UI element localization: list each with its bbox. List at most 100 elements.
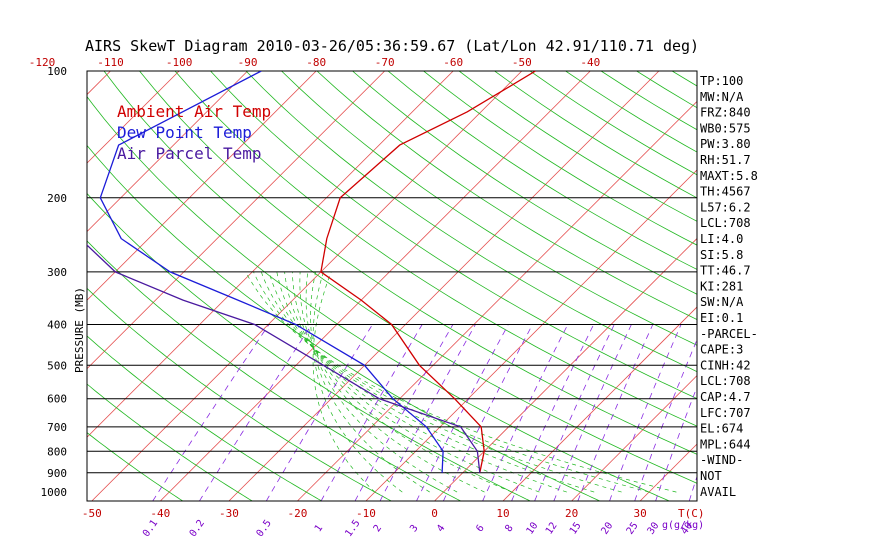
index-item: AVAIL [700,485,736,499]
isotherm-line [87,71,317,301]
isotherm-line [91,71,523,501]
mixing-ratio-line [379,324,476,501]
top-temp-label: -110 [97,56,124,69]
pressure-tick-label: 400 [47,319,67,332]
isotherm-line [571,375,697,501]
top-temp-label: -80 [306,56,326,69]
mixing-ratio-label: 15 [568,520,584,536]
index-item: RH:51.7 [700,153,751,167]
index-item: EL:674 [700,422,743,436]
index-item: NOT [700,469,722,483]
isotherm-grid [87,71,870,501]
mixing-ratio-label: 4 [435,523,447,534]
mixing-ratio-grid [152,324,697,501]
pressure-tick-labels: 100 200 300 400 500 600 700 800 900 1000 [41,65,68,499]
mixing-ratio-line [634,338,697,501]
bottom-temp-label: 20 [565,507,578,520]
mixing-ratio-line [265,324,373,501]
top-temp-label: -120 [29,56,56,69]
mixing-ratio-label: 12 [544,520,560,536]
isotherm-line [87,71,385,370]
moist-adiabat-line [253,271,650,493]
mixing-ratio-label: 2 [372,523,384,534]
mixing-ratio-unit: g(g/kg) [662,520,704,531]
series-air-parcel-temp [87,244,481,473]
index-item: MAXT:5.8 [700,169,758,183]
dry-adiabat-line [850,71,870,501]
isotherm-line [434,237,697,501]
index-item: KI:281 [700,279,743,293]
moist-adiabat-line [312,271,376,493]
pressure-tick-label: 200 [47,192,67,205]
bottom-temp-label: -40 [150,507,170,520]
pressure-tick-label: 800 [47,445,67,458]
isotherm-line [87,71,454,438]
mixing-ratio-label: 3 [408,523,420,534]
profile-lines [87,71,536,473]
moist-adiabat-line [284,271,540,493]
isotherm-line [87,71,180,164]
legend-air-parcel-temp: Air Parcel Temp [117,144,262,163]
index-item: LCL:708 [700,216,751,230]
isotherm-line [777,71,870,501]
dry-adiabat-line [103,71,697,484]
top-temperature-labels: -120 -110 -100 -90 -80 -70 -60 -50 -40 [29,56,600,69]
mixing-ratio-label: 0.2 [188,518,207,539]
pressure-tick-label: 300 [47,266,67,279]
moist-adiabat-line [312,271,403,493]
index-item: CINH:42 [700,358,751,372]
dry-adiabat-line [316,71,697,320]
pressure-tick-label: 1000 [41,486,68,499]
pressure-tick-label: 900 [47,467,67,480]
isotherm-line [297,100,697,501]
index-item: LCL:708 [700,374,751,388]
bottom-temp-label: 30 [633,507,646,520]
isotherm-line [87,71,111,96]
dry-adiabat-line [87,192,531,501]
series-ambient-air-temp [320,71,536,473]
mixing-ratio-label: 8 [503,523,515,534]
legend-ambient-air-temp: Ambient Air Temp [117,102,271,121]
plot-frame [86,70,698,502]
index-item: EI:0.1 [700,311,743,325]
top-temp-label: -40 [580,56,600,69]
dry-adiabat-line [423,71,697,246]
moist-adiabat-line [299,271,485,493]
dry-adiabat-line [174,71,697,427]
dry-adiabat-line [494,71,697,199]
index-item: TT:46.7 [700,264,751,278]
mixing-ratio-line [577,324,654,501]
mixing-ratio-line [655,385,697,501]
isotherm-line [846,71,870,501]
isotherm-line [228,71,660,501]
mixing-ratio-label: 20 [599,520,615,536]
series-dew-point-temp [99,71,444,473]
y-axis-label: PRESSURE (MB) [73,287,86,373]
legend-dew-point-temp: Dew Point Temp [117,123,252,142]
index-item: CAPE:3 [700,343,743,357]
mixing-ratio-label: 6 [474,523,486,534]
dry-adiabat-line [87,240,461,501]
top-temp-label: -50 [512,56,532,69]
isotherm-line [160,71,591,501]
mixing-ratio-label: 1.5 [343,518,362,539]
pressure-tick-label: 700 [47,421,67,434]
mixing-ratio-line [534,324,615,501]
temp-unit-label: T(C) [678,507,705,520]
mixing-ratio-label: 10 [525,520,541,536]
mixing-ratio-label: 0.5 [255,518,274,539]
pressure-tick-label: 500 [47,359,67,372]
bottom-temp-label: -30 [219,507,239,520]
isotherm-line [639,443,697,501]
moist-adiabat-line [268,271,595,493]
isotherm-line [87,71,248,233]
index-item: SI:5.8 [700,248,743,262]
bottom-temp-label: -10 [356,507,376,520]
isotherm-line [502,306,697,501]
pressure-tick-label: 600 [47,393,67,406]
mixing-ratio-label: 30 [646,520,662,536]
dry-adiabat-line [87,335,322,501]
index-item: CAP:4.7 [700,390,751,404]
